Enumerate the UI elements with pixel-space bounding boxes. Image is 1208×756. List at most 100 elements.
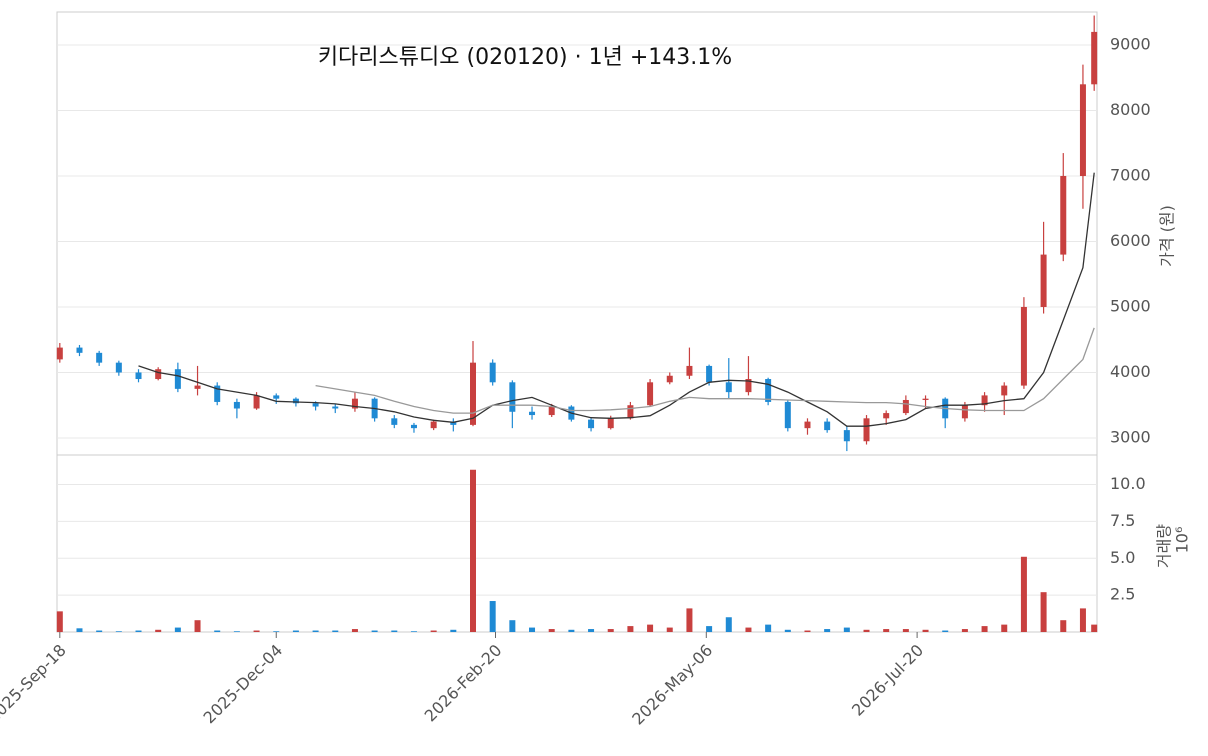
x-tick-label: 2025-Sep-18 — [0, 641, 70, 727]
candle-body — [332, 406, 339, 409]
volume-bar — [843, 627, 850, 632]
volume-tick-label: 10.0 — [1110, 474, 1146, 493]
candle-body — [607, 418, 614, 429]
candle-body — [1091, 31, 1098, 85]
volume-bar — [725, 617, 732, 632]
volume-bar — [450, 629, 457, 632]
moving-average-line — [315, 327, 1095, 414]
volume-bar — [233, 631, 240, 632]
volume-bar — [1079, 608, 1086, 632]
y-tick-label: 4000 — [1110, 362, 1151, 381]
volume-bar — [253, 630, 260, 632]
candle-body — [509, 382, 516, 412]
volume-bar — [666, 627, 673, 632]
volume-bar — [922, 629, 929, 632]
y-tick-label: 3000 — [1110, 427, 1151, 446]
y-tick-label: 6000 — [1110, 231, 1151, 250]
volume-bar — [883, 629, 890, 632]
volume-bar — [529, 627, 536, 632]
volume-scale: 10⁶ — [1173, 527, 1192, 554]
x-tick-label: 2026-Feb-20 — [421, 641, 506, 726]
volume-bar — [548, 629, 555, 632]
volume-bar — [863, 629, 870, 632]
volume-bar — [804, 630, 811, 632]
candle-body — [824, 421, 831, 431]
candle-body — [312, 403, 319, 407]
volume-bar — [745, 627, 752, 632]
candle-body — [725, 382, 732, 393]
volume-bar — [194, 620, 201, 632]
volume-bar — [981, 626, 988, 632]
volume-bar — [588, 629, 595, 632]
candle-body — [686, 365, 693, 376]
volume-bar — [273, 631, 280, 632]
candle-body — [883, 413, 890, 419]
candle-body — [174, 369, 181, 389]
candle-body — [1060, 175, 1067, 255]
x-tick-label: 2026-Jul-20 — [848, 641, 927, 720]
candle-body — [1040, 254, 1047, 307]
candle-body — [194, 385, 201, 389]
volume-bar — [115, 631, 122, 632]
candle-body — [804, 421, 811, 429]
candle-body — [1020, 306, 1027, 386]
volume-bar — [56, 611, 63, 632]
candle-body — [351, 398, 358, 409]
candle-body — [115, 362, 122, 373]
candle-body — [450, 421, 457, 425]
candle-body — [155, 369, 162, 380]
candle-body — [902, 399, 909, 414]
volume-bar — [410, 631, 417, 632]
candle-body — [784, 401, 791, 429]
volume-tick-label: 2.5 — [1110, 585, 1135, 604]
volume-bar — [214, 630, 221, 632]
candle-body — [391, 418, 398, 425]
candle-body — [292, 398, 299, 404]
y-axis-label: 가격 (원) — [1158, 205, 1177, 267]
y-tick-label: 9000 — [1110, 35, 1151, 54]
candle-body — [76, 347, 83, 353]
moving-average-line — [138, 172, 1095, 427]
candle-body — [214, 385, 221, 402]
volume-bar — [784, 629, 791, 632]
candle-body — [529, 411, 536, 416]
volume-bar — [430, 630, 437, 632]
volume-bar — [509, 620, 516, 632]
volume-bar — [607, 629, 614, 632]
volume-bar — [351, 629, 358, 632]
volume-bar — [76, 628, 83, 632]
y-tick-label: 8000 — [1110, 100, 1151, 119]
candle-body — [666, 375, 673, 383]
volume-bar — [470, 469, 476, 632]
candle-body — [273, 395, 280, 399]
y-tick-label: 7000 — [1110, 165, 1151, 184]
candle-body — [233, 401, 240, 409]
candle-body — [843, 430, 850, 442]
candle-body — [627, 405, 634, 419]
volume-bar — [371, 630, 378, 632]
volume-bar — [332, 630, 339, 632]
volume-bar — [312, 630, 319, 632]
candle-body — [588, 419, 595, 429]
volume-bar — [1091, 624, 1098, 632]
candle-body — [489, 362, 496, 383]
volume-bar — [135, 630, 142, 632]
plot-frame — [56, 11, 1098, 633]
volume-bar — [647, 624, 654, 632]
volume-bar — [1040, 592, 1047, 632]
volume-bar — [1060, 620, 1067, 632]
candle-body — [430, 421, 437, 429]
volume-bar — [489, 601, 496, 632]
candle-body — [647, 382, 654, 406]
candle-body — [961, 405, 968, 419]
candle-body — [922, 398, 929, 400]
volume-bar — [686, 608, 693, 632]
volume-bar — [706, 626, 713, 632]
volume-bar — [155, 629, 162, 632]
volume-tick-label: 5.0 — [1110, 548, 1135, 567]
volume-bar — [292, 630, 299, 632]
x-tick-label: 2026-May-06 — [628, 641, 716, 729]
volume-bar — [765, 624, 772, 632]
